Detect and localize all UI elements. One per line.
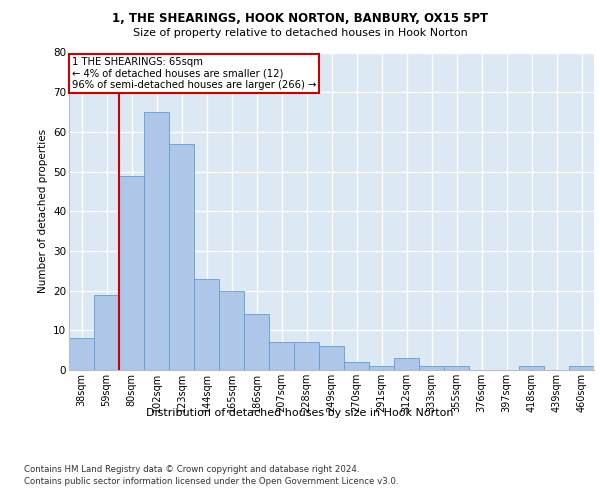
- Text: Contains HM Land Registry data © Crown copyright and database right 2024.: Contains HM Land Registry data © Crown c…: [24, 465, 359, 474]
- Bar: [444, 366, 469, 370]
- Bar: [269, 342, 294, 370]
- Bar: [69, 338, 94, 370]
- Bar: [94, 294, 119, 370]
- Text: 1, THE SHEARINGS, HOOK NORTON, BANBURY, OX15 5PT: 1, THE SHEARINGS, HOOK NORTON, BANBURY, …: [112, 12, 488, 26]
- Bar: [569, 366, 594, 370]
- Bar: [419, 366, 444, 370]
- Y-axis label: Number of detached properties: Number of detached properties: [38, 129, 47, 294]
- Text: Contains public sector information licensed under the Open Government Licence v3: Contains public sector information licen…: [24, 478, 398, 486]
- Bar: [344, 362, 369, 370]
- Bar: [294, 342, 319, 370]
- Bar: [369, 366, 394, 370]
- Bar: [144, 112, 169, 370]
- Bar: [319, 346, 344, 370]
- Text: Size of property relative to detached houses in Hook Norton: Size of property relative to detached ho…: [133, 28, 467, 38]
- Bar: [244, 314, 269, 370]
- Bar: [169, 144, 194, 370]
- Bar: [219, 290, 244, 370]
- Bar: [119, 176, 144, 370]
- Bar: [194, 278, 219, 370]
- Bar: [519, 366, 544, 370]
- Text: 1 THE SHEARINGS: 65sqm
← 4% of detached houses are smaller (12)
96% of semi-deta: 1 THE SHEARINGS: 65sqm ← 4% of detached …: [71, 58, 316, 90]
- Bar: [394, 358, 419, 370]
- Text: Distribution of detached houses by size in Hook Norton: Distribution of detached houses by size …: [146, 408, 454, 418]
